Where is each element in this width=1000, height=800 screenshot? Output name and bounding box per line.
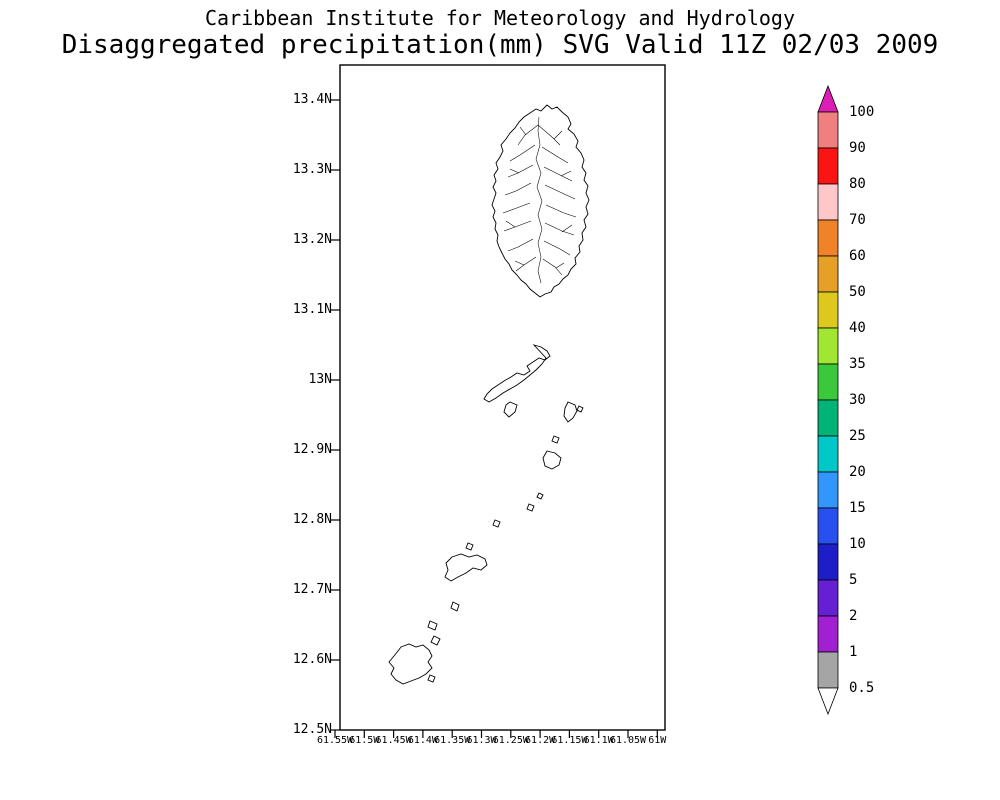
colorbar-label: 1 (849, 644, 858, 660)
y-axis-label: 12.6N (292, 652, 332, 667)
colorbar-label: 90 (849, 140, 866, 156)
x-axis-label: 61.05W (609, 735, 647, 746)
colorbar-label: 35 (849, 356, 866, 372)
title-line-1: Caribbean Institute for Meteorology and … (204, 6, 795, 30)
colorbar-label: 0.5 (849, 680, 875, 696)
colorbar-band (817, 255, 839, 293)
y-axis-label: 13.1N (292, 302, 332, 317)
map-frame (339, 64, 666, 731)
x-axis-label: 61.55W (316, 735, 354, 746)
colorbar-label: 100 (849, 104, 875, 120)
st-vincent-river-network (502, 116, 577, 284)
x-axis-label: 61W (648, 735, 667, 746)
island-canouan (542, 450, 562, 470)
x-axis-label: 61.5W (349, 735, 380, 746)
x-axis-label: 61.35W (434, 735, 471, 746)
colorbar-band (817, 651, 839, 689)
colorbar-label: 30 (849, 392, 866, 408)
colorbar-label: 40 (849, 320, 866, 336)
colorbar-label: 2 (849, 608, 858, 624)
x-axis-label: 61.3W (466, 735, 497, 746)
colorbar-arrow-down (817, 687, 839, 715)
colorbar-label: 60 (849, 248, 866, 264)
colorbar-label: 80 (849, 176, 866, 192)
y-axis-label: 13.3N (292, 162, 332, 177)
colorbar-label: 25 (849, 428, 866, 444)
x-axis-label: 61.45W (375, 735, 412, 746)
y-axis-label: 12.9N (292, 442, 332, 457)
island-mustique (563, 401, 578, 423)
y-axis-label: 12.7N (292, 582, 332, 597)
colorbar-band (817, 507, 839, 545)
x-axis-label: 61.25W (492, 735, 529, 746)
colorbar-band (817, 615, 839, 653)
colorbar-band (817, 111, 839, 149)
colorbar-band (817, 147, 839, 185)
colorbar-label: 50 (849, 284, 866, 300)
colorbar-label: 15 (849, 500, 866, 516)
colorbar-band (817, 435, 839, 473)
x-axis-label: 61.1W (583, 735, 614, 746)
y-axis-label: 12.8N (292, 512, 332, 527)
islet-below-bequia (503, 401, 518, 418)
colorbar-band (817, 363, 839, 401)
colorbar-band (817, 327, 839, 365)
x-axis-label: 61.15W (551, 735, 588, 746)
y-axis-label: 13.4N (292, 92, 332, 107)
colorbar-arrow-up (817, 85, 839, 113)
colorbar-band (817, 579, 839, 617)
y-axis-label: 12.5N (292, 722, 332, 737)
small-cays (427, 405, 584, 683)
y-axis-label: 13N (308, 372, 332, 387)
colorbar-band (817, 399, 839, 437)
axis-ticks (331, 99, 658, 738)
colorbar (817, 85, 839, 715)
x-axis-label: 61.4W (407, 735, 438, 746)
colorbar-label: 5 (849, 572, 858, 588)
colorbar-labels: 100 90 80 70 60 50 40 35 30 25 20 15 10 5 2 1 0.5 (849, 0, 909, 800)
colorbar-band (817, 219, 839, 257)
y-axis-labels: 13.4N 13.3N 13.2N 13.1N 13N 12.9N 12.8N 12.7N 12… (272, 0, 336, 800)
colorbar-band (817, 291, 839, 329)
island-carriacou (388, 643, 433, 685)
x-axis-label: 61.2W (525, 735, 556, 746)
colorbar-band (817, 471, 839, 509)
island-union (444, 553, 488, 582)
island-bequia (483, 344, 551, 403)
title-line-2: Disaggregated precipitation(mm) SVG Vali… (61, 30, 939, 60)
colorbar-band (817, 543, 839, 581)
y-axis-label: 13.2N (292, 232, 332, 247)
x-axis-labels: 61.55W 61.5W 61.45W 61.4W 61.35W 61.3W 61.25W 6… (0, 734, 1000, 750)
colorbar-label: 70 (849, 212, 866, 228)
colorbar-band (817, 183, 839, 221)
colorbar-label: 10 (849, 536, 866, 552)
map-islands-layer (388, 104, 590, 685)
colorbar-label: 20 (849, 464, 866, 480)
island-st-vincent (491, 104, 590, 298)
